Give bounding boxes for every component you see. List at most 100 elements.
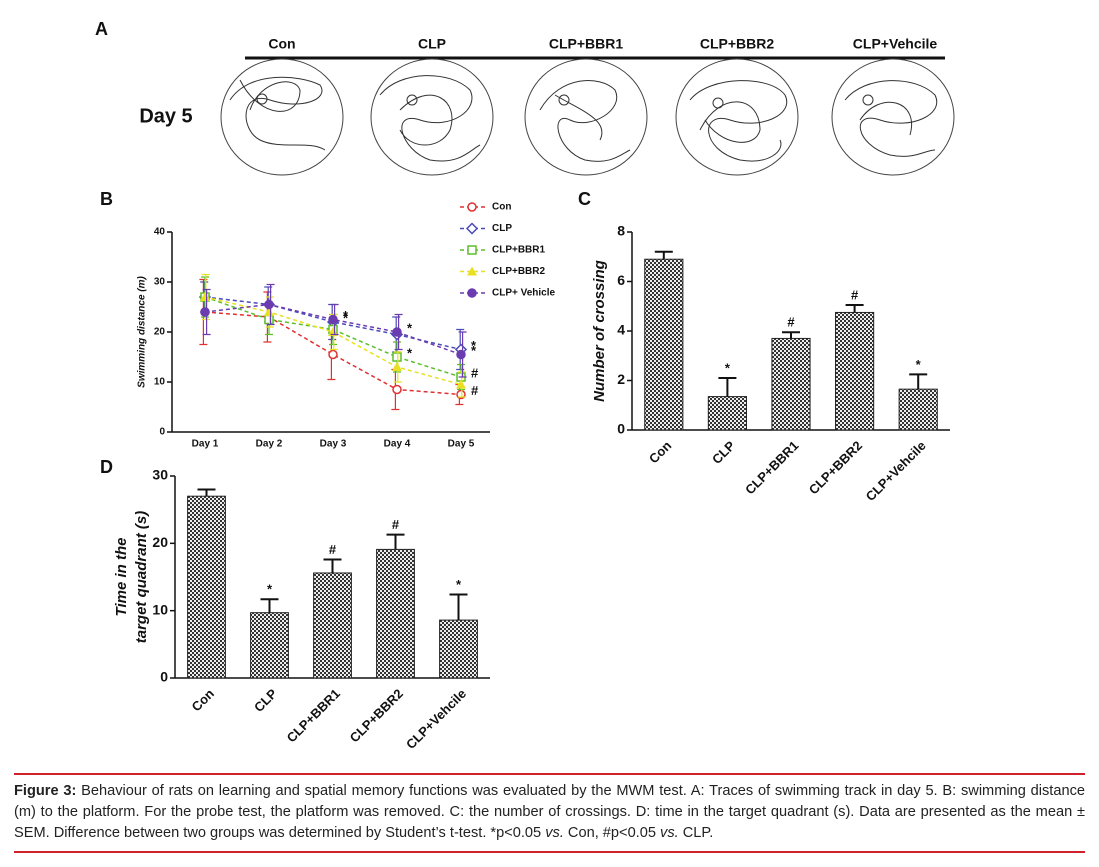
annotation: #	[471, 383, 479, 398]
legend-label: CLP	[492, 223, 512, 234]
marker	[456, 379, 466, 389]
y-axis-title: Number of crossing	[591, 260, 608, 402]
y-tick-label: 2	[617, 371, 625, 387]
bar	[376, 548, 415, 679]
caption-part: Behaviour of rats on learning and spatia…	[14, 783, 1085, 841]
y-axis-title: target quadrant (s)	[133, 511, 150, 644]
x-tick-label: CLP+BBR1	[284, 686, 343, 745]
marker	[328, 327, 338, 336]
group-label: CLP+BBR2	[700, 36, 775, 52]
significance-marker: #	[851, 287, 859, 302]
y-axis-title: Time in the	[113, 538, 130, 617]
caption-part: Con, #p<0.05	[563, 825, 661, 841]
marker	[264, 299, 274, 310]
x-tick-label: Day 5	[448, 439, 475, 450]
marker	[200, 292, 210, 301]
bar	[313, 572, 352, 679]
caption-text: Behaviour of rats on learning and spatia…	[14, 783, 1085, 841]
x-tick-label: Day 3	[320, 439, 347, 450]
error-bar	[386, 533, 405, 550]
x-tick-label: CLP+BBR2	[806, 438, 865, 497]
legend-label: CLP+BBR2	[492, 266, 546, 277]
marker	[328, 314, 338, 325]
figure: A Con CLP CLP+BBR1 CLP+BBR2 CLP+Vehcile …	[95, 19, 955, 752]
series-line	[204, 311, 462, 396]
y-axis-title: Swimming distance (m)	[137, 275, 148, 387]
x-tick-label: Day 2	[256, 439, 283, 450]
significance-marker: #	[787, 315, 795, 330]
series-line	[204, 303, 462, 356]
bar	[898, 388, 938, 431]
error-bar	[323, 558, 342, 573]
annotation: #	[471, 365, 479, 380]
error-bar	[654, 250, 673, 260]
caption-part: vs.	[545, 825, 564, 841]
annotation: *	[343, 308, 349, 323]
annotation: *	[407, 345, 413, 360]
marker	[456, 349, 466, 360]
annotation: *	[343, 310, 349, 325]
y-tick-label: 6	[617, 272, 625, 288]
group-label: Con	[268, 36, 295, 52]
caption: Figure 3: Behaviour of rats on learning …	[14, 773, 1085, 853]
error-bar	[260, 598, 279, 613]
caption-part: CLP.	[678, 825, 714, 841]
marker	[392, 352, 402, 362]
caption-part: vs.	[660, 825, 679, 841]
x-tick-label: Day 4	[384, 439, 411, 450]
annotation: *	[471, 343, 477, 358]
y-tick-label: 10	[154, 377, 166, 388]
swim-tracks	[229, 75, 938, 162]
panel-label: B	[100, 189, 113, 209]
bar	[771, 337, 811, 431]
legend-label: CLP+ Vehicle	[492, 288, 556, 299]
error-bar	[718, 377, 737, 397]
legend-marker	[467, 288, 477, 298]
y-tick-label: 10	[152, 601, 168, 617]
y-tick-label: 30	[154, 277, 166, 288]
bar	[250, 612, 289, 679]
x-tick-label: CLP	[709, 438, 738, 467]
panel-label: D	[100, 457, 113, 477]
y-tick-label: 4	[617, 322, 625, 338]
annotation: *	[407, 320, 413, 335]
significance-marker: *	[725, 360, 731, 375]
marker	[392, 384, 402, 395]
legend-marker	[467, 266, 477, 276]
legend-marker	[467, 202, 477, 212]
x-tick-label: CLP	[251, 686, 280, 715]
legend-label: CLP+BBR1	[492, 245, 546, 256]
y-tick-label: 0	[159, 427, 165, 438]
bar	[439, 619, 478, 679]
legend-marker	[467, 245, 477, 255]
pools	[220, 58, 955, 176]
significance-marker: #	[392, 517, 400, 532]
marker	[328, 349, 338, 360]
marker	[392, 327, 402, 337]
legend-marker	[465, 222, 479, 235]
bar	[835, 311, 875, 431]
x-tick-label: CLP+BBR2	[347, 686, 406, 745]
marker	[264, 314, 274, 325]
bar	[644, 258, 684, 431]
group-label: CLP	[418, 36, 446, 52]
y-tick-label: 30	[152, 467, 168, 483]
x-tick-label: Con	[189, 686, 218, 715]
bar	[187, 495, 226, 679]
marker	[392, 362, 402, 371]
caption-lead: Figure 3:	[14, 783, 77, 799]
y-tick-label: 0	[617, 421, 625, 437]
significance-marker: #	[329, 542, 337, 557]
legend-label: Con	[492, 202, 511, 213]
series-line	[204, 296, 462, 378]
x-tick-label: Con	[646, 438, 675, 467]
row-label: Day 5	[139, 105, 192, 127]
panel-a: A Con CLP CLP+BBR1 CLP+BBR2 CLP+Vehcile …	[95, 19, 955, 176]
error-bar	[782, 331, 800, 339]
x-tick-label: CLP+BBR1	[742, 438, 801, 497]
panel-label: C	[578, 189, 591, 209]
annotation: *	[471, 338, 477, 353]
marker	[264, 307, 274, 316]
significance-marker: *	[267, 582, 273, 597]
